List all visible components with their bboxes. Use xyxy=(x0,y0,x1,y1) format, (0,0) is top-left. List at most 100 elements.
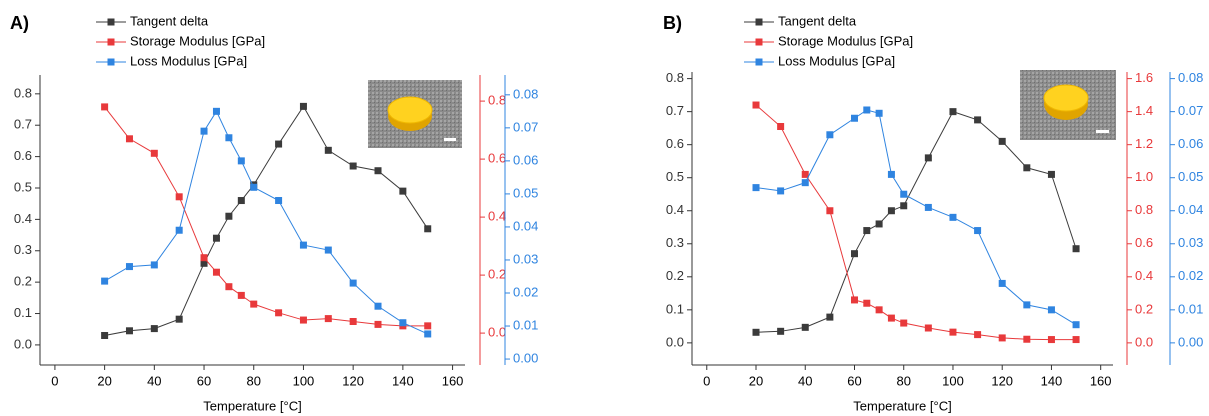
data-point xyxy=(374,167,382,175)
y-tick-label: 0.5 xyxy=(666,169,684,184)
data-point xyxy=(875,306,883,314)
y-tick-label: 0.2 xyxy=(14,274,32,289)
y3-tick-label: 0.06 xyxy=(1178,136,1203,151)
data-point xyxy=(998,137,1006,145)
data-point xyxy=(125,135,133,143)
data-point xyxy=(863,299,871,307)
data-point xyxy=(801,179,809,187)
data-point xyxy=(974,227,982,235)
series-line xyxy=(755,109,1077,326)
data-point xyxy=(777,327,785,335)
data-point xyxy=(175,193,183,201)
data-point xyxy=(1047,306,1055,314)
data-point xyxy=(424,225,432,233)
y2-tick-label: 1.6 xyxy=(1135,70,1153,85)
x-tick-label: 40 xyxy=(147,373,161,388)
y2-tick-label: 0.0 xyxy=(1135,334,1153,349)
data-point xyxy=(150,325,158,333)
y3-tick-label: 0.02 xyxy=(513,284,538,299)
y3-tick-label: 0.03 xyxy=(513,251,538,266)
series-line xyxy=(755,111,1077,333)
panel-label: A) xyxy=(10,13,29,33)
data-point xyxy=(924,154,932,162)
data-point xyxy=(949,108,957,116)
data-point xyxy=(125,263,133,271)
data-point xyxy=(150,149,158,157)
data-point xyxy=(299,316,307,324)
legend-label: Tangent delta xyxy=(130,13,209,28)
y2-tick-label: 0.8 xyxy=(488,93,506,108)
y2-tick-label: 0.0 xyxy=(488,325,506,340)
y3-tick-label: 0.04 xyxy=(1178,202,1203,217)
data-point xyxy=(200,127,208,135)
x-tick-label: 0 xyxy=(51,373,58,388)
data-point xyxy=(349,279,357,287)
y3-tick-label: 0.01 xyxy=(1178,301,1203,316)
data-point xyxy=(1047,336,1055,344)
legend-marker xyxy=(107,18,115,26)
data-point xyxy=(237,157,245,165)
y2-tick-label: 1.2 xyxy=(1135,136,1153,151)
data-point xyxy=(250,183,258,191)
y2-tick-label: 0.6 xyxy=(488,151,506,166)
data-point xyxy=(200,254,208,262)
data-point xyxy=(299,241,307,249)
data-point xyxy=(237,197,245,205)
data-point xyxy=(850,114,858,122)
y2-tick-label: 0.4 xyxy=(488,209,506,224)
legend-label: Tangent delta xyxy=(778,13,857,28)
data-point xyxy=(275,197,283,205)
data-point xyxy=(752,184,760,192)
y-tick-label: 0.2 xyxy=(666,268,684,283)
y2-tick-label: 1.4 xyxy=(1135,103,1153,118)
series-line xyxy=(104,110,428,335)
data-point xyxy=(225,134,233,142)
x-tick-label: 120 xyxy=(991,373,1013,388)
legend-label: Loss Modulus [GPa] xyxy=(130,53,247,68)
y3-tick-label: 0.03 xyxy=(1178,235,1203,250)
data-point xyxy=(250,300,258,308)
y-tick-label: 0.7 xyxy=(666,103,684,118)
y3-tick-label: 0.00 xyxy=(1178,334,1203,349)
x-tick-label: 160 xyxy=(442,373,464,388)
data-point xyxy=(1072,336,1080,344)
y3-tick-label: 0.02 xyxy=(1178,268,1203,283)
inset-photo xyxy=(368,80,462,148)
x-tick-label: 0 xyxy=(703,373,710,388)
data-point xyxy=(777,187,785,195)
data-point xyxy=(850,250,858,258)
data-point xyxy=(887,170,895,178)
series-line xyxy=(104,105,429,336)
data-point xyxy=(324,315,332,323)
data-point xyxy=(101,331,109,339)
data-point xyxy=(150,261,158,269)
data-point xyxy=(1023,164,1031,172)
data-point xyxy=(801,170,809,178)
data-point xyxy=(1047,170,1055,178)
x-axis-label: Temperature [°C] xyxy=(203,398,301,413)
y-tick-label: 0.3 xyxy=(666,235,684,250)
data-point xyxy=(924,203,932,211)
y-tick-label: 0.4 xyxy=(666,202,684,217)
y-tick-label: 0.3 xyxy=(14,242,32,257)
data-point xyxy=(900,190,908,198)
series-line xyxy=(104,106,428,327)
data-point xyxy=(200,259,208,267)
data-point xyxy=(752,328,760,336)
data-point xyxy=(349,162,357,170)
data-point xyxy=(850,296,858,304)
data-point xyxy=(349,318,357,325)
data-point xyxy=(275,140,283,148)
x-tick-label: 60 xyxy=(847,373,861,388)
x-tick-label: 40 xyxy=(798,373,812,388)
data-point xyxy=(374,302,382,310)
data-point xyxy=(826,131,834,139)
data-point xyxy=(998,334,1006,342)
y3-tick-label: 0.07 xyxy=(513,119,538,134)
data-point xyxy=(212,268,220,276)
y-tick-label: 0.6 xyxy=(666,136,684,151)
data-point xyxy=(949,328,957,336)
data-point xyxy=(887,314,895,322)
legend-label: Loss Modulus [GPa] xyxy=(778,53,895,68)
legend-marker xyxy=(755,18,763,26)
